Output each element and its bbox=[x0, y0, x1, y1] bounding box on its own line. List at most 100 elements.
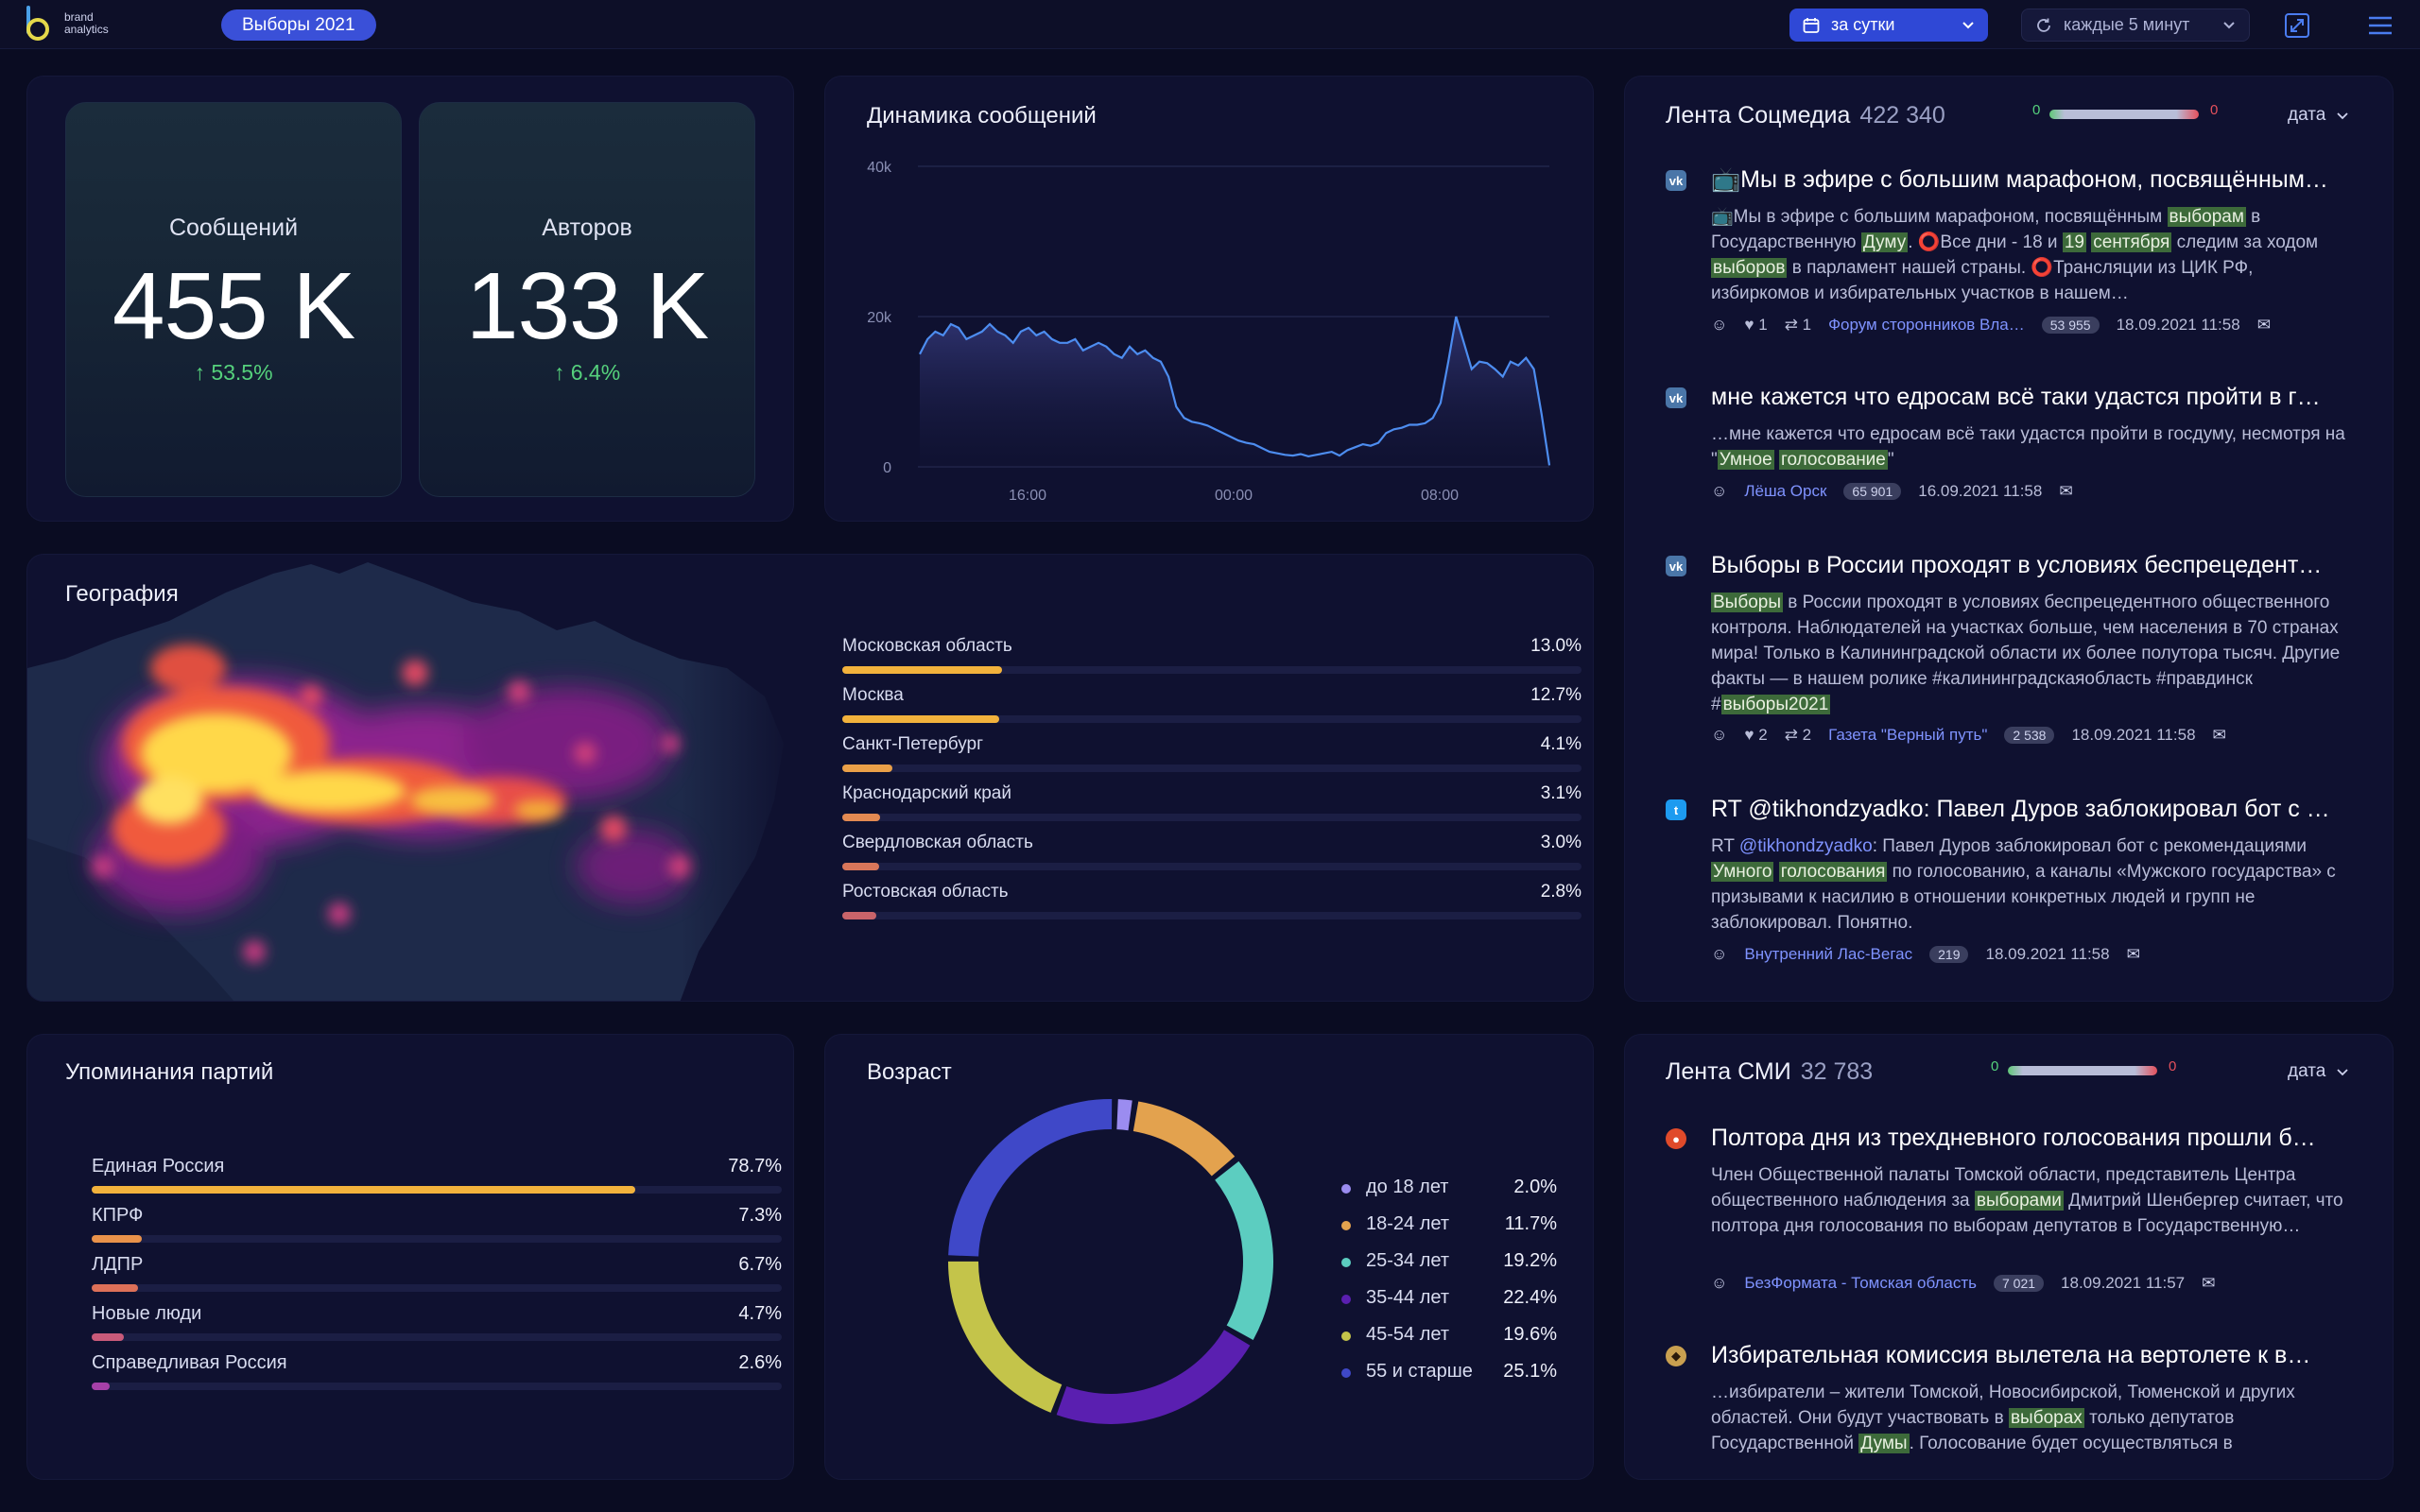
negative-count: 0 bbox=[2169, 1058, 2177, 1074]
post-body: Член Общественной палаты Томской области… bbox=[1711, 1165, 2343, 1236]
brand-logo[interactable]: brand analytics bbox=[23, 6, 109, 42]
kpi-panel: Сообщений 455 K ↑ 53.5% Авторов 133 K ↑ … bbox=[26, 76, 794, 522]
post-source-link[interactable]: Газета "Верный путь" bbox=[1828, 726, 1988, 744]
likes-value: 2 bbox=[1758, 726, 1768, 744]
geography-title: География bbox=[65, 581, 179, 607]
region-bar-track bbox=[842, 814, 1582, 821]
fullscreen-icon bbox=[2285, 13, 2309, 38]
post-source-link[interactable]: Форум сторонников Вла… bbox=[1828, 316, 2025, 334]
sort-label: дата bbox=[2288, 1061, 2326, 1081]
heat-map[interactable] bbox=[27, 555, 795, 1002]
project-selector[interactable]: Выборы 2021 bbox=[221, 9, 376, 41]
post-title[interactable]: Выборы в России проходят в условиях бесп… bbox=[1711, 552, 2323, 578]
media-sort-dropdown[interactable]: дата bbox=[2288, 1061, 2348, 1082]
twitter-icon: t bbox=[1666, 799, 1686, 820]
feed-count: 422 340 bbox=[1859, 102, 1945, 129]
refresh-label: каждые 5 минут bbox=[2064, 15, 2190, 34]
refresh-interval-dropdown[interactable]: каждые 5 минут bbox=[2021, 9, 2250, 42]
age-legend-item[interactable]: 18-24 лет 11.7% bbox=[1341, 1213, 1557, 1240]
y-tick-label: 40k bbox=[867, 160, 892, 176]
mail-icon[interactable]: ✉ bbox=[2256, 316, 2271, 334]
party-row[interactable]: Новые люди 4.7% bbox=[92, 1303, 782, 1343]
sentiment-neutral-icon[interactable]: ☺ bbox=[1711, 1274, 1728, 1292]
kpi-card-messages[interactable]: Сообщений 455 K ↑ 53.5% bbox=[65, 102, 402, 497]
shares-value: 1 bbox=[1802, 316, 1812, 334]
series-line bbox=[919, 316, 1551, 466]
sentiment-neutral-icon[interactable]: ☺ bbox=[1711, 726, 1728, 744]
region-row[interactable]: Свердловская область 3.0% bbox=[842, 833, 1582, 872]
legend-swatch bbox=[1341, 1258, 1351, 1267]
feed-post[interactable]: ● Полтора дня из трехдневного голосования… bbox=[1666, 1125, 2356, 1304]
sentiment-indicator: 0 0 bbox=[2032, 102, 2221, 121]
party-name: КПРФ bbox=[92, 1205, 144, 1226]
age-group-name: 55 и старше bbox=[1366, 1361, 1473, 1382]
region-row[interactable]: Санкт-Петербург 4.1% bbox=[842, 734, 1582, 774]
age-slice[interactable] bbox=[1056, 1330, 1251, 1424]
region-row[interactable]: Московская область 13.0% bbox=[842, 636, 1582, 676]
age-group-percent: 11.7% bbox=[1504, 1213, 1557, 1234]
party-row[interactable]: ЛДПР 6.7% bbox=[92, 1254, 782, 1294]
age-group-percent: 19.6% bbox=[1503, 1324, 1557, 1345]
post-date: 18.09.2021 11:58 bbox=[2116, 316, 2240, 334]
mail-icon[interactable]: ✉ bbox=[2212, 726, 2226, 744]
feed-post[interactable]: vk мне кажется что едросам всё таки удаст… bbox=[1666, 384, 2356, 516]
post-body: Выборы в России проходят в условиях бесп… bbox=[1711, 593, 2341, 714]
age-legend-item[interactable]: 55 и старше 25.1% bbox=[1341, 1361, 1557, 1387]
age-slice[interactable] bbox=[1215, 1160, 1273, 1340]
post-meta: ☺ ♥ 1 ⇄ 1 Форум сторонников Вла… 53 955 18.09… bbox=[1711, 316, 2271, 335]
post-title[interactable]: 📺Мы в эфире с большим марафоном, посвящё… bbox=[1711, 166, 2328, 193]
period-dropdown[interactable]: за сутки bbox=[1789, 9, 1988, 42]
party-row[interactable]: КПРФ 7.3% bbox=[92, 1205, 782, 1245]
sentiment-neutral-icon[interactable]: ☺ bbox=[1711, 945, 1728, 963]
party-percent: 2.6% bbox=[738, 1352, 782, 1373]
kpi-card-authors[interactable]: Авторов 133 K ↑ 6.4% bbox=[419, 102, 755, 497]
age-slice[interactable] bbox=[948, 1261, 1063, 1413]
age-slice[interactable] bbox=[1132, 1101, 1236, 1177]
party-row[interactable]: Единая Россия 78.7% bbox=[92, 1156, 782, 1195]
post-title[interactable]: мне кажется что едросам всё таки удастся… bbox=[1711, 384, 2321, 410]
age-legend-item[interactable]: до 18 лет 2.0% bbox=[1341, 1177, 1557, 1203]
age-legend-item[interactable]: 25-34 лет 19.2% bbox=[1341, 1250, 1557, 1277]
legend-swatch bbox=[1341, 1332, 1351, 1341]
dynamics-chart[interactable]: 40k 20k 0 16:00 00:00 08:00 bbox=[825, 77, 1595, 523]
region-bar-track bbox=[842, 715, 1582, 723]
media-feed-panel bbox=[1624, 1034, 2394, 1480]
party-row[interactable]: Справедливая Россия 2.6% bbox=[92, 1352, 782, 1392]
region-bar-fill bbox=[842, 863, 880, 870]
age-donut-chart[interactable] bbox=[912, 1063, 1309, 1460]
age-slice[interactable] bbox=[948, 1099, 1113, 1257]
mail-icon[interactable]: ✉ bbox=[2202, 1274, 2216, 1292]
feed-post[interactable]: ◆ Избирательная комиссия вылетела на верт… bbox=[1666, 1342, 2356, 1455]
post-source-link[interactable]: Лёша Орск bbox=[1744, 482, 1827, 500]
feed-post[interactable]: t RT @tikhondzyadko: Павел Дуров заблокир… bbox=[1666, 796, 2356, 966]
party-bar-fill bbox=[92, 1333, 125, 1341]
region-row[interactable]: Краснодарский край 3.1% bbox=[842, 783, 1582, 823]
post-title[interactable]: Избирательная комиссия вылетела на верто… bbox=[1711, 1342, 2311, 1368]
region-row[interactable]: Ростовская область 2.8% bbox=[842, 882, 1582, 921]
sentiment-neutral-icon[interactable]: ☺ bbox=[1711, 482, 1728, 500]
post-title[interactable]: RT @tikhondzyadko: Павел Дуров заблокиро… bbox=[1711, 796, 2330, 822]
region-percent: 3.1% bbox=[1540, 783, 1582, 803]
shares-count: ⇄ 2 bbox=[1785, 726, 1811, 745]
sentiment-neutral-icon[interactable]: ☺ bbox=[1711, 316, 1728, 334]
post-source-link[interactable]: Внутренний Лас-Вегас bbox=[1744, 945, 1913, 963]
age-legend-item[interactable]: 35-44 лет 22.4% bbox=[1341, 1287, 1557, 1314]
x-tick-label: 00:00 bbox=[1215, 488, 1253, 504]
menu-button[interactable] bbox=[2363, 9, 2397, 43]
post-title[interactable]: Полтора дня из трехдневного голосования … bbox=[1711, 1125, 2316, 1151]
feed-post[interactable]: vk Выборы в России проходят в условиях бе… bbox=[1666, 552, 2356, 760]
kpi-delta: ↑ 53.5% bbox=[194, 360, 273, 385]
dynamics-panel: Динамика сообщений 40k 20k 0 16:00 00:00… bbox=[824, 76, 1594, 522]
region-bar-fill bbox=[842, 765, 893, 772]
fullscreen-button[interactable] bbox=[2280, 9, 2314, 43]
age-slice[interactable] bbox=[1116, 1099, 1132, 1131]
region-row[interactable]: Москва 12.7% bbox=[842, 685, 1582, 725]
feed-post[interactable]: vk 📺Мы в эфире с большим марафоном, посвя… bbox=[1666, 166, 2356, 346]
mail-icon[interactable]: ✉ bbox=[2059, 482, 2073, 500]
y-tick-label: 20k bbox=[867, 310, 892, 326]
vk-icon: vk bbox=[1666, 387, 1686, 408]
age-legend-item[interactable]: 45-54 лет 19.6% bbox=[1341, 1324, 1557, 1350]
post-source-link[interactable]: БезФормата - Томская область bbox=[1744, 1274, 1977, 1292]
social-sort-dropdown[interactable]: дата bbox=[2288, 105, 2348, 126]
mail-icon[interactable]: ✉ bbox=[2126, 945, 2140, 963]
